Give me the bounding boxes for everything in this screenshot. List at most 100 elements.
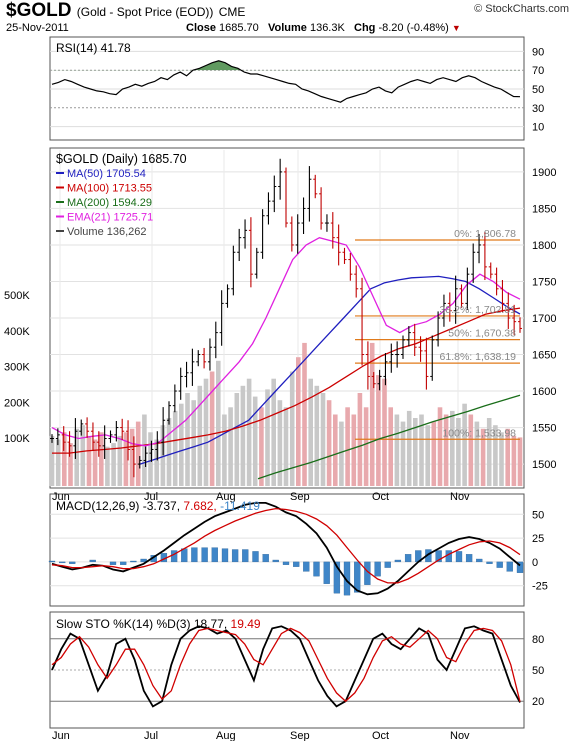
volume-bar [62,432,67,486]
price-tick-label: 1500 [532,459,556,471]
volume-bar [80,425,86,486]
macd-histogram-bar [293,561,300,567]
macd-histogram-bar [221,548,229,563]
volume-tick-label: 100K [4,433,30,445]
volume-bar [129,428,135,486]
macd-histogram-bar [191,547,198,563]
volume-bar [376,375,381,486]
volume-bar [259,407,264,486]
macd-histogram-bar [252,551,259,563]
macd-histogram-bar [48,560,56,563]
macd-histogram-bar [69,561,76,564]
fibonacci-level-label: 0%: 1,806.78 [454,228,516,240]
fibonacci-level-label: 61.8%: 1,638.19 [440,351,517,363]
volume-bar [320,393,326,486]
volume-bar [228,407,233,486]
ma50-line [139,275,521,465]
macd-legend-name: MACD(12,26,9) -3.737, [56,499,183,513]
month-label-price: Oct [372,491,389,503]
volume-bar [265,389,270,486]
rsi-line [51,60,521,103]
macd-histogram-bar [323,561,330,584]
volume-bar [333,414,338,486]
volume-bar [185,393,190,486]
macd-histogram-bar [282,561,290,565]
volume-tick-label: 200K [4,397,30,409]
volume-bar [493,425,498,486]
legend-entry: MA(50) 1705.54 [67,168,146,180]
volume-bar [240,385,246,486]
macd-histogram-bar [496,561,503,568]
chart-symbol-title: $GOLD (Gold - Spot Price (EOD)) CME [6,0,245,22]
month-label-bottom: Jul [144,730,158,741]
fibonacci-level-label: 38.2%: 1,702.81 [440,304,517,316]
volume-tick-label: 300K [4,362,30,374]
macd-histogram-bar [384,561,391,568]
fibonacci-level-label: 50%: 1,670.38 [448,328,516,340]
chart-date: 25-Nov-2011 [6,22,69,34]
price-tick-label: 1550 [532,423,556,435]
volume-bar [450,410,455,486]
rsi-tick-label: 70 [532,65,544,77]
month-label-bottom: Jun [52,730,70,741]
volume-bar [203,378,209,486]
macd-signal-line [51,507,521,584]
volume-bar [55,439,61,486]
volume-bar [400,421,406,486]
close-value: 1685.70 [219,22,259,34]
change-value: -8.20 (-0.48%) [378,22,449,34]
volume-bar [308,378,313,486]
month-label-bottom: Sep [290,730,310,741]
macd-histogram-bar [486,561,493,564]
month-label-bottom: Aug [216,730,236,741]
macd-histogram-bar [465,554,473,563]
volume-bar [468,414,474,486]
price-tick-label: 1650 [532,350,556,362]
symbol: $GOLD [6,0,72,21]
volume-bar [74,428,79,486]
volume-bar [511,435,517,486]
volume-bar [382,378,387,486]
macd-tick-label: 0 [532,557,538,569]
volume-bar [296,357,301,486]
volume-bar [351,414,357,486]
macd-histogram-bar [231,549,239,563]
volume-bar [302,342,307,486]
volume-bar [456,418,461,486]
price-tick-label: 1800 [532,240,556,252]
macd-histogram-bar [242,549,249,563]
month-label-price: Sep [290,491,310,503]
stochastic-legend-d: 19.49 [231,617,261,631]
down-arrow-icon: ▼ [451,23,461,33]
quote-summary: Close 1685.70 Volume 136.3K Chg -8.20 (-… [186,22,461,34]
legend-entry: Volume 136,262 [67,226,147,238]
volume-bar [425,425,430,486]
volume-bar [166,418,172,486]
change-label: Chg [354,22,376,34]
month-label-price: Aug [216,491,236,503]
legend-entry: MA(100) 1713.55 [67,183,152,195]
brand-watermark: © StockCharts.com [474,3,569,15]
rsi-tick-label: 30 [532,103,544,115]
volume-bar [486,418,492,486]
volume-bar [277,400,283,486]
stochastic-tick-label: 20 [532,696,544,708]
volume-bar [271,378,276,486]
macd-histogram-bar [59,561,66,564]
month-label-bottom: Oct [372,730,389,741]
price-tick-label: 1750 [532,276,556,288]
volume-bar [480,428,486,486]
volume-bar [179,403,184,486]
macd-histogram-bar [333,561,341,594]
macd-histogram-bar [140,558,147,563]
macd-histogram-bar [211,547,218,563]
volume-bar [505,428,510,486]
volume-bar [394,414,400,486]
month-label-bottom: Nov [450,730,470,741]
volume-bar [419,414,424,486]
macd-histogram-bar [89,559,96,563]
macd-histogram-bar [476,558,483,563]
macd-histogram-bar [343,561,351,596]
macd-histogram-bar [455,551,463,563]
